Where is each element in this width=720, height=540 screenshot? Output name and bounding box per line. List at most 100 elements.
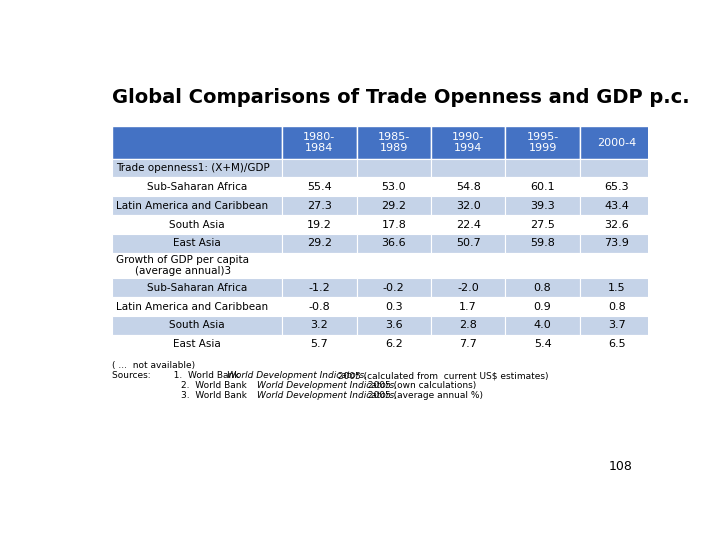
Bar [112,316,282,335]
Bar [282,178,356,197]
Text: -0.8: -0.8 [309,301,330,312]
Text: 1990-
1994: 1990- 1994 [452,132,485,153]
Bar [356,278,431,297]
Text: 55.4: 55.4 [307,182,332,192]
Bar [505,197,580,215]
Text: 50.7: 50.7 [456,238,480,248]
Bar [505,253,580,278]
Text: 43.4: 43.4 [605,201,629,211]
Text: 1995-
1999: 1995- 1999 [526,132,559,153]
Text: 39.3: 39.3 [530,201,555,211]
Text: 3.  World Bank: 3. World Bank [112,392,249,400]
Bar [112,234,282,253]
Bar [282,297,356,316]
Bar [356,178,431,197]
Text: South Asia: South Asia [169,320,225,330]
Bar [580,335,654,354]
Text: 5.4: 5.4 [534,339,552,349]
Text: 108: 108 [608,460,632,473]
Bar [282,215,356,234]
Text: 1980-
1984: 1980- 1984 [303,132,336,153]
Bar [282,335,356,354]
Bar [356,234,431,253]
Bar [431,335,505,354]
Text: 0.8: 0.8 [534,282,552,293]
Bar [431,159,505,178]
Bar [505,178,580,197]
Text: 27.3: 27.3 [307,201,332,211]
Bar [580,234,654,253]
Text: 29.2: 29.2 [307,238,332,248]
Text: World Development Indicators,: World Development Indicators, [257,381,397,390]
Text: 0.3: 0.3 [385,301,402,312]
Text: 3.2: 3.2 [310,320,328,330]
Text: Sources:        1.  World Bank: Sources: 1. World Bank [112,372,242,380]
Bar [505,234,580,253]
Text: 60.1: 60.1 [531,182,555,192]
Text: 2005 (average annual %): 2005 (average annual %) [364,392,482,400]
Text: -0.2: -0.2 [383,282,405,293]
Text: 5.7: 5.7 [310,339,328,349]
Bar [112,159,282,178]
Text: 17.8: 17.8 [382,220,406,229]
Text: 4.0: 4.0 [534,320,552,330]
Bar [282,234,356,253]
Text: Trade openness1: (X+M)/GDP: Trade openness1: (X+M)/GDP [117,163,270,173]
Text: 53.0: 53.0 [382,182,406,192]
Text: Sub-Saharan Africa: Sub-Saharan Africa [147,282,247,293]
Text: World Development Indicators,: World Development Indicators, [257,392,397,400]
Bar [431,215,505,234]
Bar [431,278,505,297]
Text: 6.2: 6.2 [385,339,402,349]
Text: 3.6: 3.6 [385,320,402,330]
Bar [580,316,654,335]
Text: East Asia: East Asia [173,238,221,248]
Bar [431,178,505,197]
Bar [505,159,580,178]
Bar [356,316,431,335]
Text: 22.4: 22.4 [456,220,481,229]
Text: 2000-4: 2000-4 [598,138,636,147]
Bar [580,278,654,297]
Bar [282,253,356,278]
Text: 6.5: 6.5 [608,339,626,349]
Bar [356,126,431,159]
Text: 73.9: 73.9 [605,238,629,248]
Bar [282,126,356,159]
Bar [356,297,431,316]
Text: 3.7: 3.7 [608,320,626,330]
Bar [282,278,356,297]
Text: 1.5: 1.5 [608,282,626,293]
Text: 0.9: 0.9 [534,301,552,312]
Bar [505,126,580,159]
Bar [580,178,654,197]
Bar [431,316,505,335]
Bar [112,335,282,354]
Bar [356,335,431,354]
Text: 32.6: 32.6 [605,220,629,229]
Text: Latin America and Caribbean: Latin America and Caribbean [117,201,269,211]
Bar [282,159,356,178]
Text: 2005 (calculated from  current US$ estimates): 2005 (calculated from current US$ estima… [335,372,549,380]
Bar [356,197,431,215]
Bar [356,253,431,278]
Bar [431,126,505,159]
Text: South Asia: South Asia [169,220,225,229]
Bar [505,297,580,316]
Bar [431,197,505,215]
Bar [505,278,580,297]
Bar [356,159,431,178]
Bar [112,126,282,159]
Bar [112,297,282,316]
Text: -1.2: -1.2 [309,282,330,293]
Text: Sub-Saharan Africa: Sub-Saharan Africa [147,182,247,192]
Text: ( ...  not available): ( ... not available) [112,361,195,370]
Text: 65.3: 65.3 [605,182,629,192]
Text: 32.0: 32.0 [456,201,480,211]
Bar [112,197,282,215]
Text: 0.8: 0.8 [608,301,626,312]
Text: 36.6: 36.6 [382,238,406,248]
Bar [505,316,580,335]
Bar [282,316,356,335]
Text: 54.8: 54.8 [456,182,481,192]
